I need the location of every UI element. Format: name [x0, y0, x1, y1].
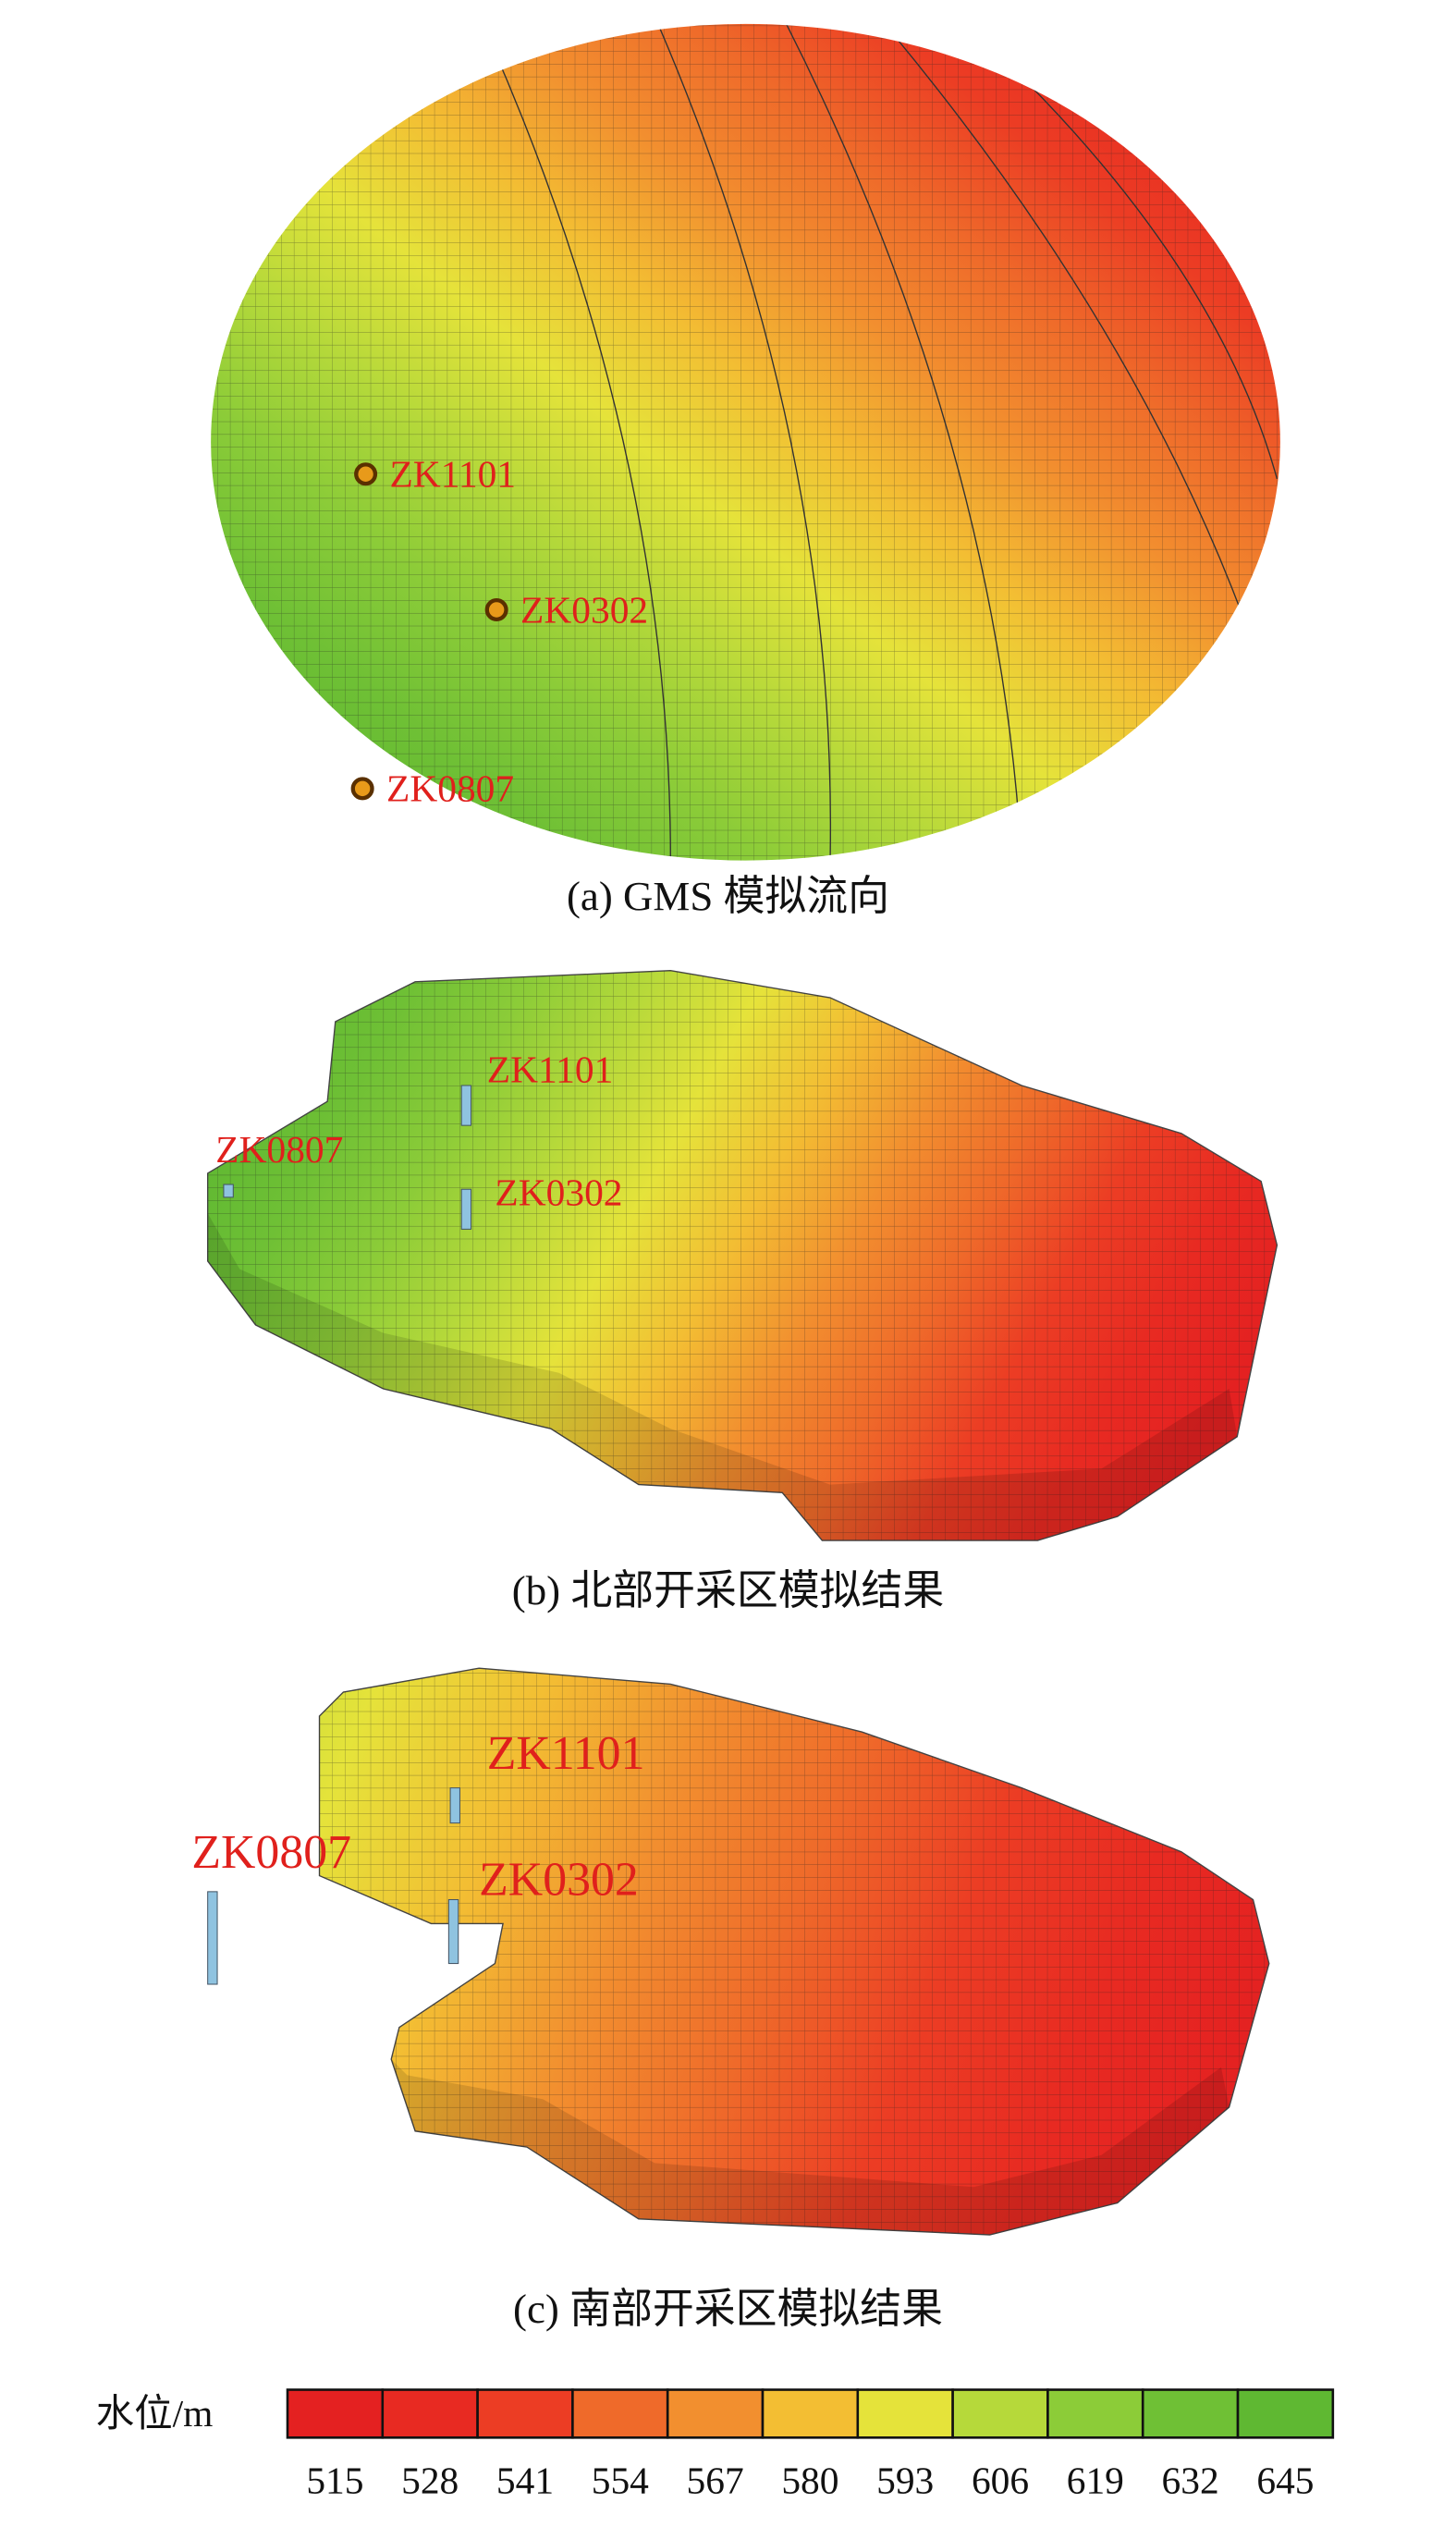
panel-c: ZK1101 ZK0807 ZK0302 (c) 南部开采区模拟结果	[191, 1667, 1270, 2332]
well-label: ZK1101	[487, 1727, 645, 1780]
well-casing	[223, 1184, 234, 1198]
color-swatch	[761, 2388, 860, 2439]
tick-label: 619	[1067, 2460, 1124, 2502]
colorbar: 水位/m 515 528 541 554 567 580 593 606 619 632 645	[96, 2388, 1335, 2502]
tick-label: 515	[306, 2460, 363, 2502]
tick-label: 554	[592, 2460, 649, 2502]
caption: (b) 北部开采区模拟结果	[512, 1567, 944, 1613]
tick-label: 632	[1162, 2460, 1219, 2502]
panel-b: ZK1101 ZK0807 ZK0302 (b) 北部开采区模拟结果	[206, 969, 1279, 1613]
color-swatch	[1236, 2388, 1335, 2439]
well-casing	[460, 1188, 472, 1230]
contour-line	[654, 23, 832, 861]
color-swatch	[666, 2388, 765, 2439]
well-casing	[207, 1891, 218, 1985]
tick-label: 541	[496, 2460, 554, 2502]
tick-label: 567	[687, 2460, 744, 2502]
panel-a: ZK1101 ZK0302 ZK0807 (a) GMS 模拟流向	[211, 23, 1280, 919]
tick-label: 606	[972, 2460, 1029, 2502]
tick-label: 645	[1256, 2460, 1314, 2502]
mesh	[319, 1668, 1269, 2236]
mesh	[207, 970, 1278, 1541]
well-label: ZK0302	[520, 588, 648, 631]
side-face	[391, 2059, 1230, 2236]
well-marker	[350, 777, 374, 801]
color-swatch	[1046, 2388, 1144, 2439]
contour-line	[478, 23, 672, 861]
caption: (c) 南部开采区模拟结果	[513, 2286, 943, 2332]
well-label: ZK0302	[479, 1853, 639, 1906]
color-swatch	[476, 2388, 574, 2439]
well-casing	[460, 1085, 472, 1126]
contour-line	[781, 23, 1022, 861]
well-marker	[484, 597, 508, 622]
mesh	[211, 23, 1280, 861]
color-swatch	[1141, 2388, 1240, 2439]
side-face	[207, 1213, 1238, 1541]
well-label: ZK0807	[215, 1128, 343, 1171]
color-swatch	[571, 2388, 669, 2439]
color-swatch	[381, 2388, 479, 2439]
color-swatch	[286, 2388, 385, 2439]
well-label: ZK0807	[386, 767, 514, 810]
well-casing	[449, 1787, 460, 1824]
contour-map	[211, 23, 1280, 861]
tick-label: 593	[876, 2460, 934, 2502]
well-label: ZK1101	[389, 453, 516, 496]
colorbar-label: 水位/m	[96, 2392, 214, 2435]
color-swatch	[951, 2388, 1049, 2439]
well-label: ZK1101	[487, 1049, 614, 1091]
tick-label: 580	[781, 2460, 838, 2502]
well-casing	[447, 1898, 459, 1965]
caption: (a) GMS 模拟流向	[567, 873, 889, 919]
well-marker	[354, 462, 378, 486]
color-swatch	[856, 2388, 954, 2439]
well-label: ZK0807	[191, 1826, 351, 1879]
well-label: ZK0302	[495, 1171, 622, 1213]
tick-label: 528	[401, 2460, 459, 2502]
